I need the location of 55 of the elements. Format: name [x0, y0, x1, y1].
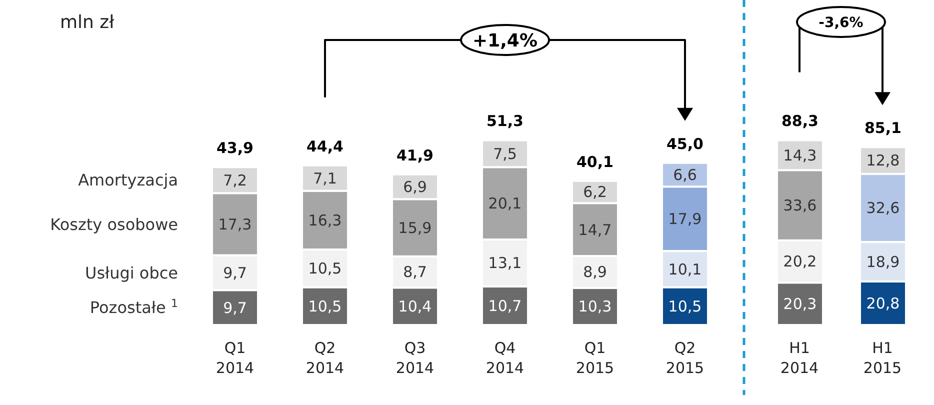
data-label: 7,2 [223, 171, 247, 190]
data-label: 6,6 [673, 166, 697, 184]
data-label: 32,6 [866, 199, 900, 218]
data-label: 20,1 [488, 194, 522, 213]
data-label: 12,8 [866, 152, 900, 170]
data-label: 14,3 [783, 146, 817, 164]
data-label: 7,5 [493, 144, 517, 163]
x-tick-label: Q4 2014 [486, 339, 524, 377]
total-label: 43,9 [216, 139, 254, 158]
data-label: 8,9 [583, 263, 607, 282]
total-label: 41,9 [396, 146, 434, 164]
data-label: 7,1 [313, 169, 337, 188]
x-tick-label: Q3 2014 [396, 339, 434, 377]
text: +1,4% [472, 30, 538, 52]
data-label: 10,5 [668, 297, 702, 316]
data-label: 6,9 [403, 178, 427, 196]
data-label: 6,2 [583, 183, 607, 202]
data-label: 10,4 [398, 298, 432, 316]
data-label: 8,7 [403, 263, 427, 282]
total-label: 40,1 [576, 152, 614, 171]
text: Amortyzacja [78, 170, 178, 190]
x-tick-label: Q1 2014 [216, 339, 254, 377]
data-label: 10,3 [578, 298, 612, 316]
data-label: 33,6 [783, 196, 817, 214]
data-label: 10,1 [668, 260, 702, 278]
text: Usługi obce [84, 263, 178, 282]
x-tick-label: H1 2014 [780, 339, 819, 377]
data-label: 16,3 [308, 211, 342, 230]
data-label: 18,9 [866, 253, 900, 272]
total-label: 88,3 [781, 112, 819, 130]
x-tick-label: Q2 2014 [306, 339, 344, 377]
x-tick-label: Q1 2015 [576, 339, 614, 377]
data-label: 20,2 [783, 252, 817, 271]
text: Pozostałe $^{1}$ [90, 296, 178, 318]
data-label: 9,7 [223, 264, 247, 282]
data-label: 10,5 [308, 297, 342, 316]
data-label: 20,8 [866, 294, 900, 313]
data-label: 10,7 [488, 297, 522, 316]
data-label: 17,3 [218, 215, 252, 234]
total-label: 51,3 [486, 112, 524, 130]
data-label: 13,1 [488, 254, 522, 272]
total-label: 85,1 [864, 119, 902, 138]
data-label: 14,7 [578, 220, 612, 239]
data-label: 9,7 [223, 298, 247, 317]
y-axis-title: mln zł [60, 12, 116, 33]
x-tick-label: H1 2015 [863, 339, 902, 377]
data-label: 15,9 [398, 219, 432, 238]
data-label: 17,9 [668, 210, 702, 228]
data-label: 20,3 [783, 295, 817, 314]
total-label: 45,0 [666, 134, 704, 153]
total-label: 44,4 [306, 137, 344, 156]
x-tick-label: Q2 2015 [666, 339, 704, 377]
text: Koszty osobowe [50, 214, 178, 234]
text: -3,6% [818, 14, 864, 31]
data-label: 10,5 [308, 260, 342, 278]
